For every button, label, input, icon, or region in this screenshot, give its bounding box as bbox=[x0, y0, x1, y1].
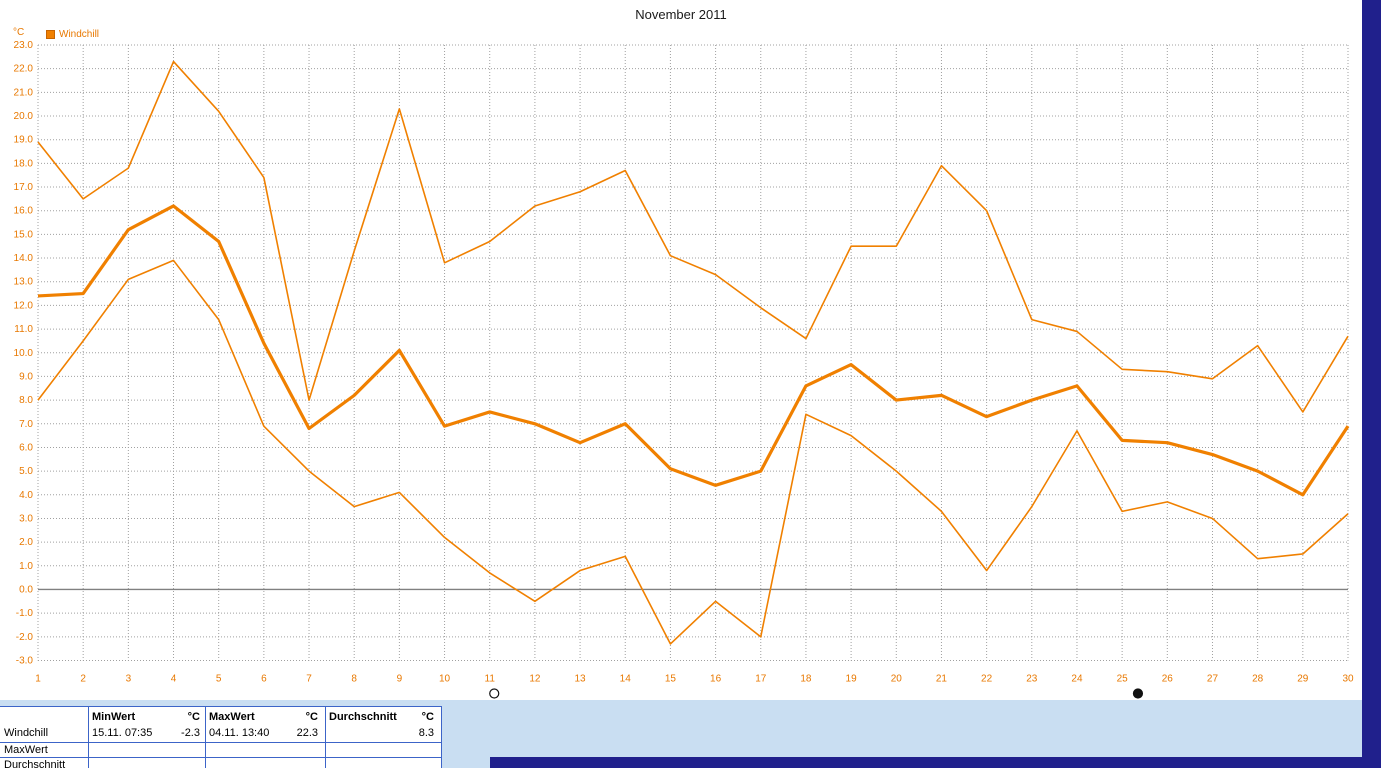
x-tick-label: 20 bbox=[891, 674, 903, 685]
series-Windchill-Durchschnitt bbox=[37, 204, 1350, 497]
new-moon-marker bbox=[1132, 688, 1144, 699]
y-tick-label: 17.0 bbox=[14, 182, 34, 193]
min-datetime: 15.11. 07:35 bbox=[92, 727, 153, 739]
y-tick-label: 14.0 bbox=[14, 253, 34, 264]
y-tick-label: 23.0 bbox=[14, 40, 34, 51]
y-tick-label: -3.0 bbox=[16, 656, 34, 667]
x-tick-label: 15 bbox=[665, 674, 677, 685]
min-header: MinWert bbox=[92, 711, 136, 723]
row-label-windchill: Windchill bbox=[4, 727, 49, 739]
x-tick-label: 1 bbox=[35, 674, 41, 685]
y-tick-label: 4.0 bbox=[19, 490, 33, 501]
y-tick-label: 5.0 bbox=[19, 466, 33, 477]
x-tick-label: 5 bbox=[216, 674, 222, 685]
table-divider bbox=[205, 707, 206, 768]
table-divider bbox=[325, 707, 326, 768]
max-header: MaxWert bbox=[209, 711, 255, 723]
y-tick-label: 12.0 bbox=[14, 300, 34, 311]
y-tick-label: 0.0 bbox=[19, 584, 33, 595]
x-tick-label: 16 bbox=[710, 674, 722, 685]
series-MaxWert bbox=[37, 60, 1349, 413]
row-label-maxwert: MaxWert bbox=[4, 744, 48, 756]
full-moon-marker bbox=[489, 688, 500, 699]
x-tick-label: 24 bbox=[1071, 674, 1083, 685]
gridlines bbox=[37, 44, 1349, 661]
y-tick-label: 11.0 bbox=[14, 324, 33, 335]
y-tick-label: 6.0 bbox=[19, 442, 33, 453]
y-tick-label: 2.0 bbox=[19, 537, 33, 548]
y-tick-label: 13.0 bbox=[14, 277, 34, 288]
table-row-divider bbox=[0, 742, 441, 743]
x-tick-label: 26 bbox=[1162, 674, 1174, 685]
y-tick-label: 3.0 bbox=[19, 513, 33, 524]
x-tick-label: 2 bbox=[80, 674, 86, 685]
x-tick-label: 30 bbox=[1342, 674, 1354, 685]
x-tick-label: 9 bbox=[397, 674, 403, 685]
y-tick-label: 20.0 bbox=[14, 111, 34, 122]
x-tick-label: 22 bbox=[981, 674, 993, 685]
min-value: -2.3 bbox=[181, 727, 200, 739]
x-tick-label: 19 bbox=[846, 674, 858, 685]
x-tick-label: 28 bbox=[1252, 674, 1264, 685]
y-tick-label: 7.0 bbox=[19, 419, 33, 430]
x-tick-label: 29 bbox=[1297, 674, 1309, 685]
y-tick-label: 1.0 bbox=[19, 561, 33, 572]
chart-title: November 2011 bbox=[635, 7, 727, 22]
x-tick-label: 8 bbox=[351, 674, 357, 685]
x-tick-label: 27 bbox=[1207, 674, 1219, 685]
legend-swatch-icon bbox=[46, 30, 55, 39]
x-tick-label: 4 bbox=[171, 674, 177, 685]
y-tick-label: 9.0 bbox=[19, 371, 33, 382]
x-tick-label: 23 bbox=[1026, 674, 1038, 685]
x-tick-label: 3 bbox=[126, 674, 132, 685]
table-divider bbox=[441, 707, 442, 768]
x-tick-label: 11 bbox=[485, 674, 496, 685]
max-unit-header: °C bbox=[305, 711, 318, 723]
y-tick-label: 10.0 bbox=[14, 348, 34, 359]
avg-value: 8.3 bbox=[418, 727, 434, 739]
max-datetime: 04.11. 13:40 bbox=[209, 727, 270, 739]
y-tick-label: 21.0 bbox=[14, 87, 34, 98]
chart-region: November 2011 °C Windchill -3.0 -2.0 -1.0 0… bbox=[13, 7, 1354, 699]
y-axis-unit-label: °C bbox=[13, 27, 25, 38]
y-tick-label: 15.0 bbox=[14, 229, 34, 240]
x-tick-label: 7 bbox=[306, 674, 312, 685]
max-value: 22.3 bbox=[296, 727, 318, 739]
x-tick-label: 6 bbox=[261, 674, 267, 685]
y-tick-label: -1.0 bbox=[16, 608, 34, 619]
y-tick-label: 19.0 bbox=[14, 135, 34, 146]
x-tick-label: 13 bbox=[575, 674, 587, 685]
x-tick-label: 18 bbox=[800, 674, 812, 685]
right-navy-bar bbox=[1362, 0, 1381, 768]
x-tick-label: 25 bbox=[1117, 674, 1129, 685]
y-tick-label: -2.0 bbox=[16, 632, 34, 643]
series-MinWert bbox=[37, 259, 1349, 645]
x-tick-label: 21 bbox=[936, 674, 948, 685]
x-tick-label: 14 bbox=[620, 674, 632, 685]
avg-unit-header: °C bbox=[421, 711, 434, 723]
y-tick-label: 8.0 bbox=[19, 395, 33, 406]
legend: Windchill bbox=[46, 29, 99, 40]
y-tick-label: 16.0 bbox=[14, 206, 34, 217]
status-panel: MinWert °C MaxWert °C Durchschnitt °C Wi… bbox=[0, 700, 1362, 768]
y-tick-label: 22.0 bbox=[14, 64, 34, 75]
windchill-line-chart: -3.0 -2.0 -1.0 0.0 1.0 2.0 3.0 4.0 5.0 6.0 7.0 8.0 9… bbox=[14, 40, 1354, 699]
avg-header: Durchschnitt bbox=[329, 711, 397, 723]
bottom-navy-bar bbox=[490, 757, 1362, 768]
stats-table: MinWert °C MaxWert °C Durchschnitt °C Wi… bbox=[0, 706, 442, 768]
table-divider bbox=[88, 707, 89, 768]
x-tick-label: 10 bbox=[439, 674, 451, 685]
y-tick-label: 18.0 bbox=[14, 158, 34, 169]
x-tick-label: 17 bbox=[755, 674, 767, 685]
min-unit-header: °C bbox=[187, 711, 200, 723]
table-row-divider bbox=[0, 757, 441, 758]
legend-label: Windchill bbox=[59, 29, 100, 40]
x-tick-label: 12 bbox=[529, 674, 541, 685]
row-label-durchschnitt: Durchschnitt bbox=[4, 759, 66, 768]
